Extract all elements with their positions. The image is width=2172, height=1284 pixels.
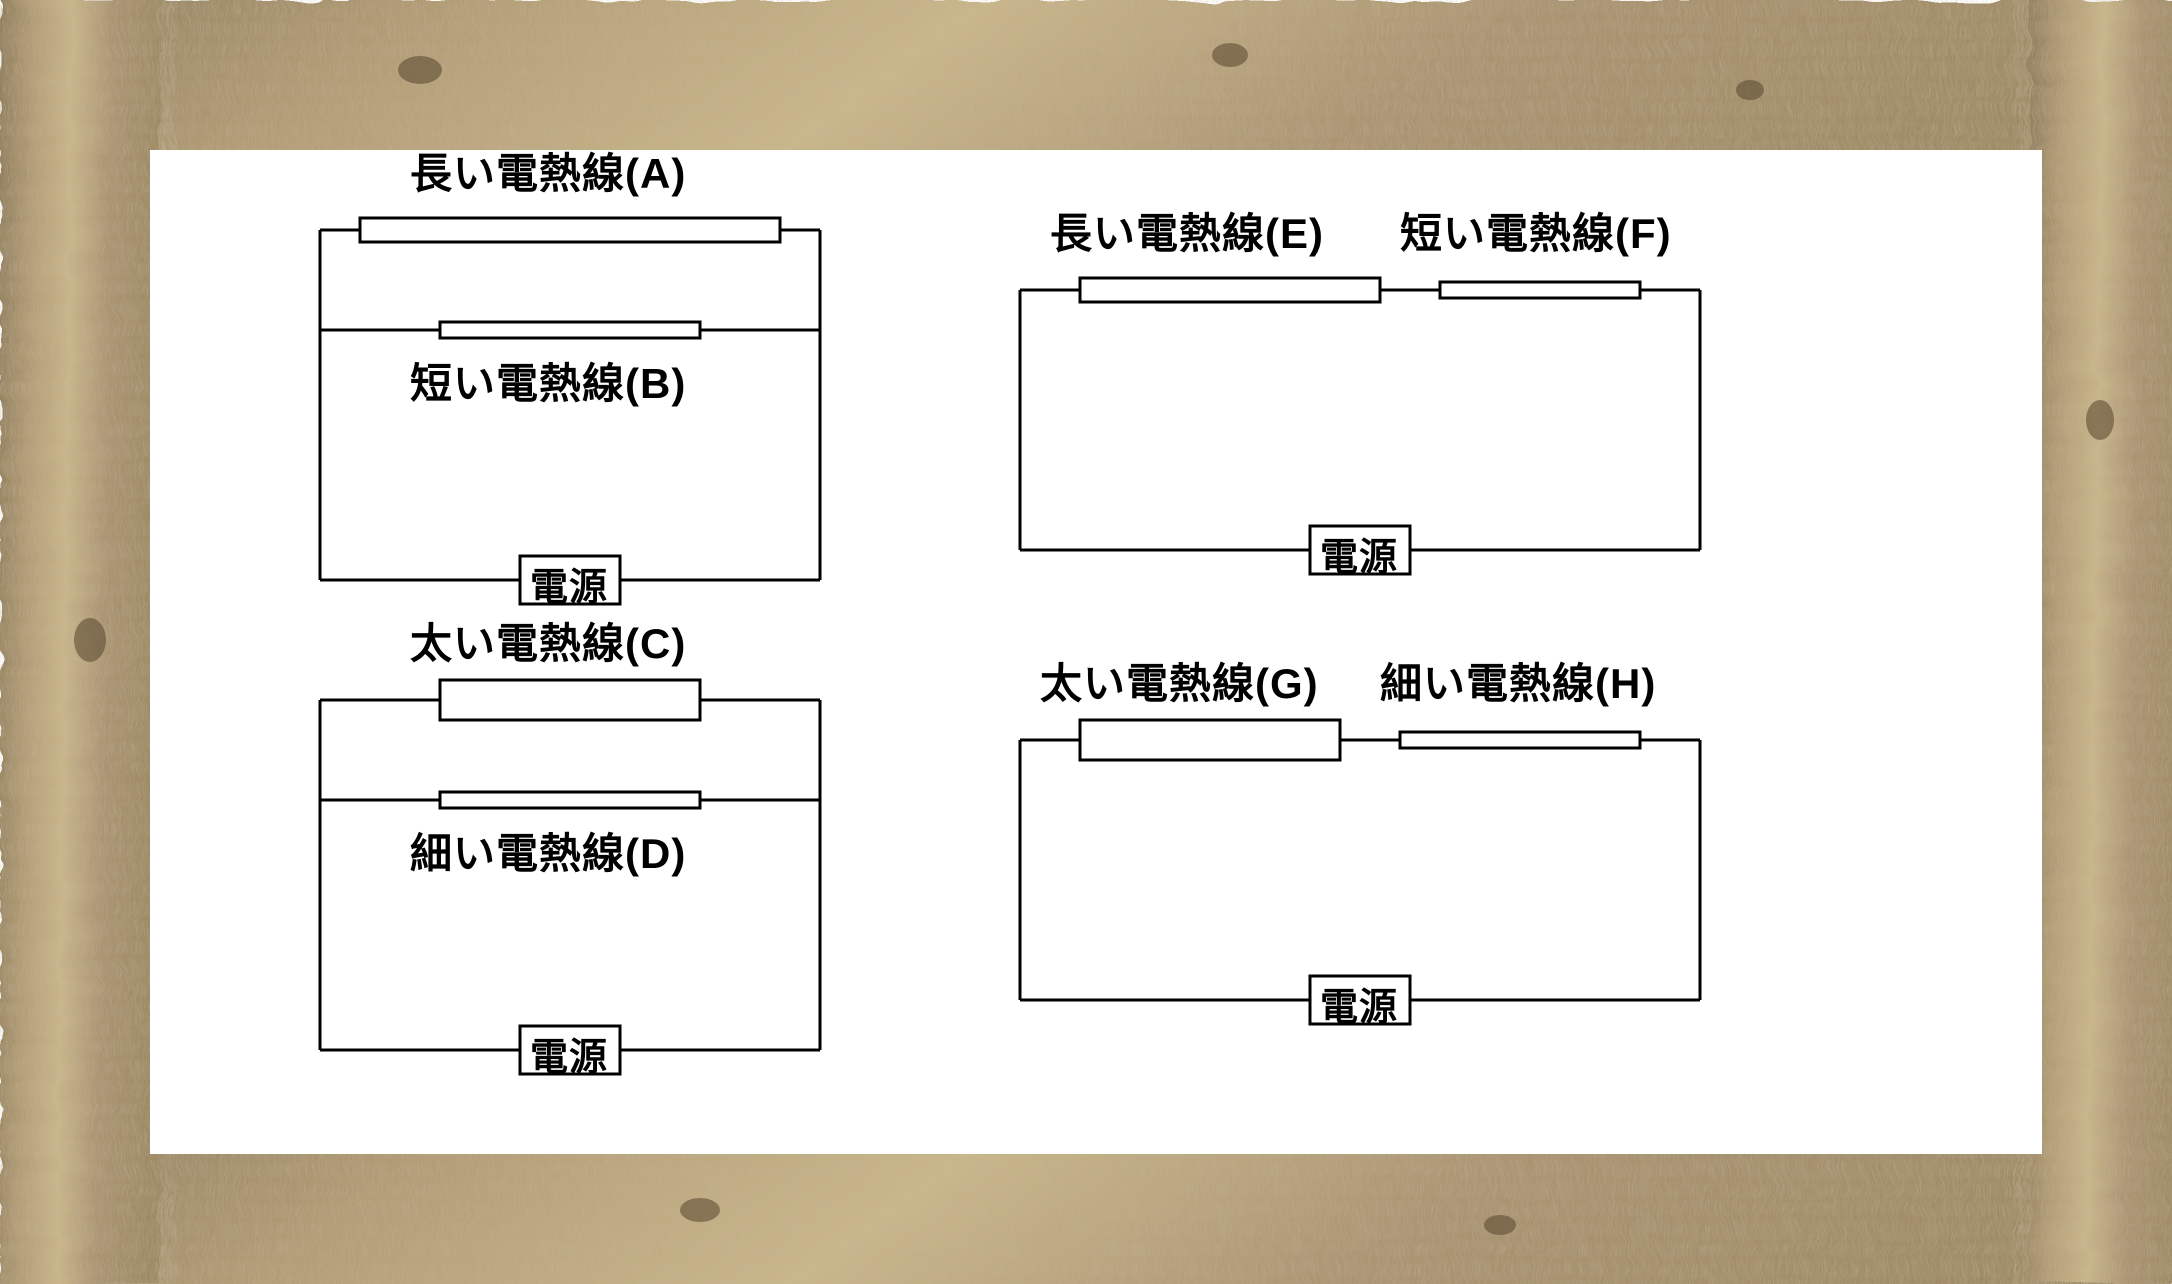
resistor-g (1080, 720, 1340, 760)
resistor-c (440, 680, 700, 720)
resistor-h (1400, 732, 1640, 748)
circuit-top-right: 長い電熱線(E) 短い電熱線(F) 電源 (1020, 230, 1700, 570)
resistor-f (1440, 282, 1640, 298)
circuit-top-right-svg (1020, 230, 1700, 570)
label-source-br: 電源 (1320, 976, 1398, 1031)
resistor-e (1080, 278, 1380, 302)
label-source-tr: 電源 (1320, 526, 1398, 581)
circuit-bottom-left: 太い電熱線(C) 細い電熱線(D) 電源 (320, 640, 820, 1070)
resistor-a (360, 218, 780, 242)
label-source-bl: 電源 (530, 1026, 608, 1081)
resistor-b (440, 322, 700, 338)
circuit-top-left-svg (320, 170, 820, 600)
label-source-tl: 電源 (530, 556, 608, 611)
circuit-bottom-right: 太い電熱線(G) 細い電熱線(H) 電源 (1020, 680, 1700, 1020)
circuit-bottom-left-svg (320, 640, 820, 1070)
diagram-canvas: 長い電熱線(A) 短い電熱線(B) 電源 太い電熱線(C (150, 150, 2042, 1154)
circuit-bottom-right-svg (1020, 680, 1700, 1020)
circuit-top-left: 長い電熱線(A) 短い電熱線(B) 電源 (320, 170, 820, 600)
resistor-d (440, 792, 700, 808)
